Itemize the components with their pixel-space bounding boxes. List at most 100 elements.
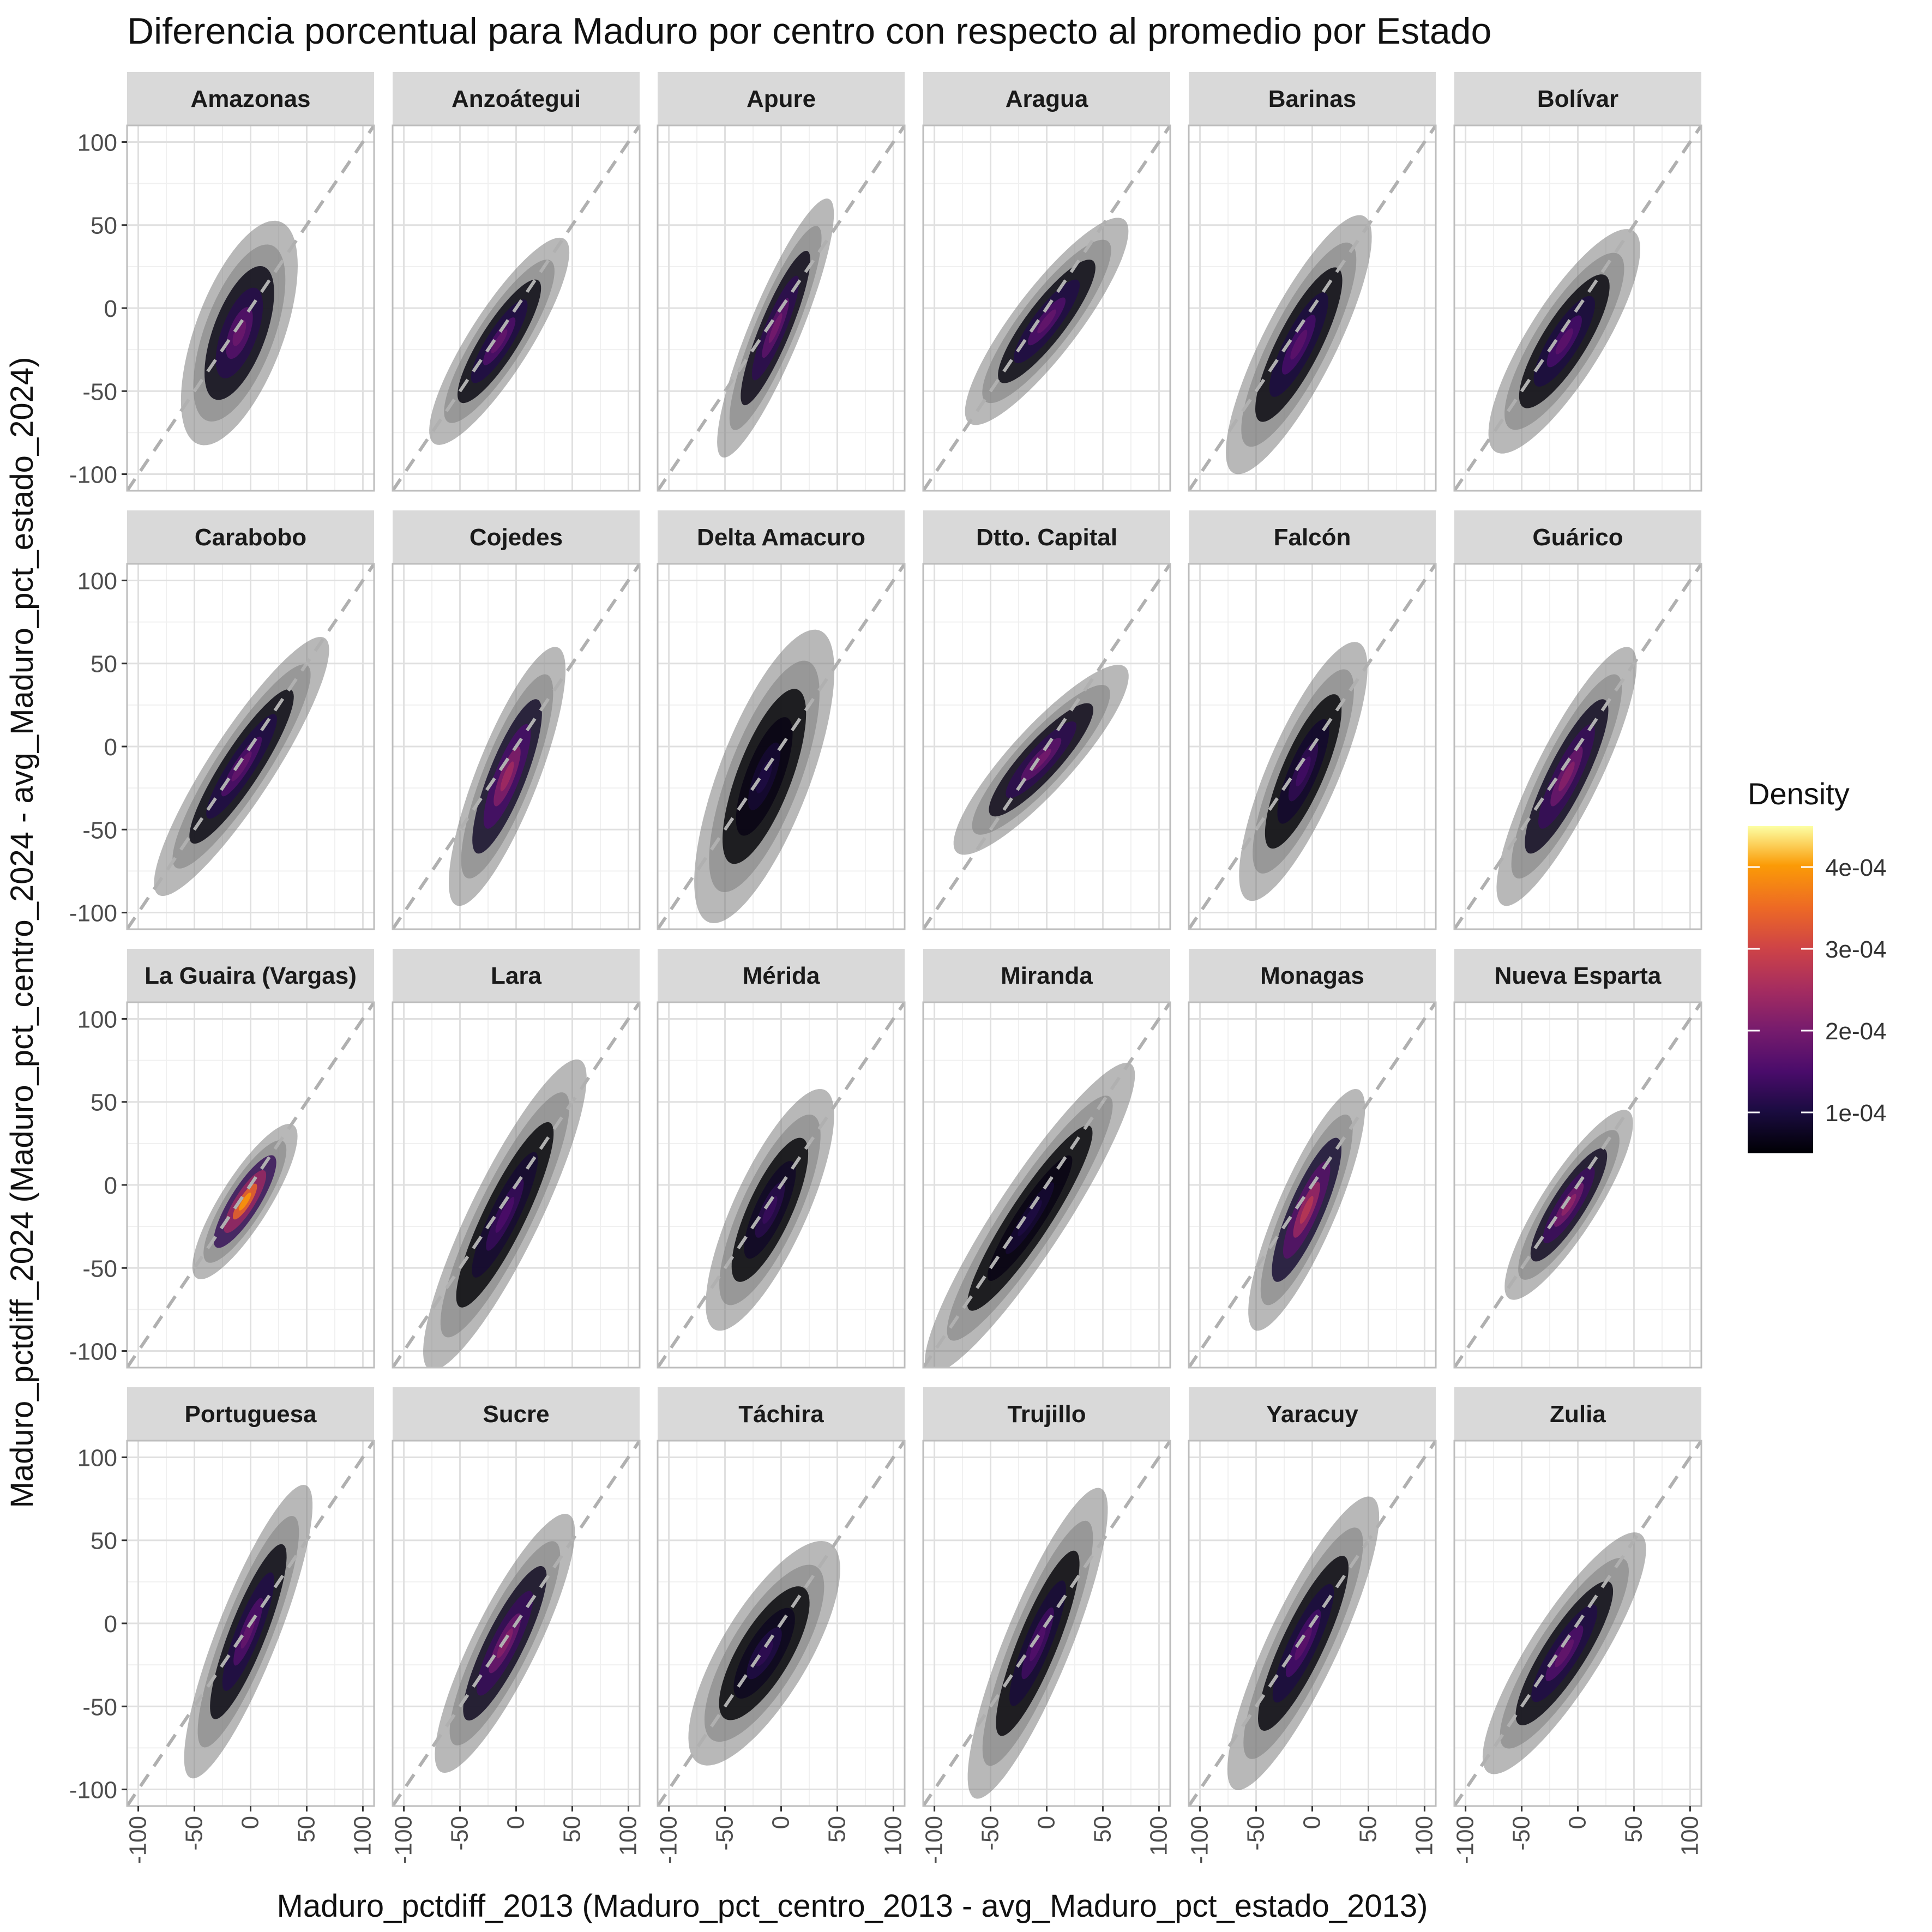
density-contours [1454, 1441, 1701, 1806]
x-tick-label: 0 [237, 1816, 264, 1829]
legend-tick-label: 2e-04 [1825, 1018, 1887, 1045]
panel-strip [1189, 1387, 1436, 1441]
identity-reference-line [1454, 1441, 1701, 1806]
density-contours [1454, 125, 1701, 491]
density-contour-level [768, 313, 783, 343]
panel: Dtto. Capital [922, 510, 1171, 930]
density-contours [393, 1002, 640, 1368]
x-tick-label: -50 [447, 1816, 473, 1851]
y-tick-label: -100 [69, 462, 117, 489]
y-tick-label: -100 [69, 1777, 117, 1804]
y-tick-label: 50 [91, 651, 117, 678]
x-tick-label: 50 [293, 1816, 320, 1843]
x-tick-label: 0 [1299, 1816, 1326, 1829]
panel: Barinas [1188, 72, 1437, 492]
legend-tick-label: 3e-04 [1825, 936, 1887, 963]
density-contours [1189, 1002, 1436, 1368]
density-contour-level [231, 751, 252, 781]
panel: Amazonas -100 -50 0 50 100 [69, 72, 375, 492]
legend-ticks: 1e-04 2e-04 3e-04 4e-04 [1748, 854, 1887, 1127]
x-tick-label: -100 [1187, 1816, 1213, 1864]
identity-reference-line [1454, 125, 1701, 491]
identity-reference-line [923, 125, 1170, 491]
density-contours [1189, 1441, 1436, 1806]
x-tick-label: -50 [977, 1816, 1004, 1851]
density-contour-level [1555, 1639, 1574, 1668]
density-contours [658, 125, 905, 491]
panel-strip-label: Guárico [1532, 524, 1623, 551]
panel: Trujillo -100 -50 0 50 100 [921, 1387, 1172, 1864]
x-tick-label: 100 [349, 1816, 376, 1856]
identity-reference-line [658, 125, 905, 491]
panel-strip [1454, 510, 1701, 564]
panel: Nueva Esparta [1453, 949, 1702, 1369]
identity-reference-line [923, 1441, 1170, 1806]
identity-reference-line [393, 564, 640, 929]
panel-strip [127, 510, 374, 564]
x-tick-label: -50 [181, 1816, 208, 1851]
legend-title: Density [1748, 777, 1850, 811]
y-tick-label: 50 [91, 1528, 117, 1555]
legend-tick-label: 1e-04 [1825, 1100, 1887, 1127]
density-contours [1189, 125, 1436, 491]
density-contour-level [755, 1640, 773, 1666]
panel-strip [393, 1387, 640, 1441]
panel-strip [1454, 949, 1701, 1002]
panel: Táchira -100 -50 0 50 100 [655, 1387, 906, 1864]
y-tick-label: -100 [69, 900, 117, 927]
density-contour-level [1030, 1625, 1046, 1662]
panel-strip [1189, 72, 1436, 125]
density-contours [393, 564, 640, 929]
panel: Carabobo -100 -50 0 50 100 [69, 510, 375, 930]
panel-strip [1454, 1387, 1701, 1441]
identity-reference-line [923, 1002, 1170, 1368]
identity-reference-line [1189, 564, 1436, 929]
panel: Portuguesa -100 -50 0 50 100 -100 -50 0 50 100 [69, 1387, 376, 1864]
panel-strip-label: Apure [747, 86, 816, 112]
density-contours [923, 1441, 1170, 1806]
panel-strip [1454, 72, 1701, 125]
panel-strip-label: Portuguesa [184, 1401, 317, 1428]
panel-border [922, 1001, 1171, 1369]
panel-strip [393, 510, 640, 564]
y-tick-label: 100 [77, 129, 117, 156]
x-tick-label: 0 [1033, 1816, 1060, 1829]
panel-strip-label: Táchira [738, 1401, 824, 1428]
panel-strip [393, 949, 640, 1002]
x-tick-label: 100 [615, 1816, 641, 1856]
identity-reference-line [393, 1002, 640, 1368]
y-tick-label: 0 [104, 1611, 117, 1638]
panel: Guárico [1453, 510, 1702, 930]
density-contours [923, 125, 1170, 491]
panel-strip-label: Zulia [1550, 1401, 1606, 1428]
panel-border [657, 563, 906, 930]
panel-border [1453, 1001, 1702, 1369]
density-contour-level [1037, 309, 1056, 334]
density-contour-level [491, 329, 508, 353]
panel-strip-label: Mérida [743, 962, 820, 989]
panel-strip-label: Carabobo [195, 524, 306, 551]
panel-strip [127, 72, 374, 125]
density-contours [127, 1002, 374, 1368]
panel-strip-label: Anzoátegui [452, 86, 581, 112]
density-contours [393, 125, 640, 491]
panel-strip-label: Sucre [483, 1401, 549, 1428]
panel: Bolívar [1453, 72, 1702, 492]
x-tick-label: -50 [1508, 1816, 1535, 1851]
x-tick-label: -100 [125, 1816, 152, 1864]
panel: Aragua [922, 72, 1171, 492]
panel-border [392, 124, 641, 492]
panel-border [392, 1001, 641, 1369]
panel-border [1188, 563, 1437, 930]
panel: Monagas [1188, 949, 1437, 1369]
identity-reference-line [1189, 125, 1436, 491]
identity-reference-line [1454, 1002, 1701, 1368]
x-tick-label: 0 [1564, 1816, 1591, 1829]
density-contours [1189, 564, 1436, 929]
x-tick-label: 50 [558, 1816, 585, 1843]
x-axis-title: Maduro_pctdiff_2013 (Maduro_pct_centro_2… [277, 1888, 1428, 1924]
panel: Zulia -100 -50 0 50 100 [1452, 1387, 1703, 1864]
panel-border [657, 124, 906, 492]
identity-reference-line [127, 1002, 374, 1368]
density-contours [923, 1002, 1170, 1368]
